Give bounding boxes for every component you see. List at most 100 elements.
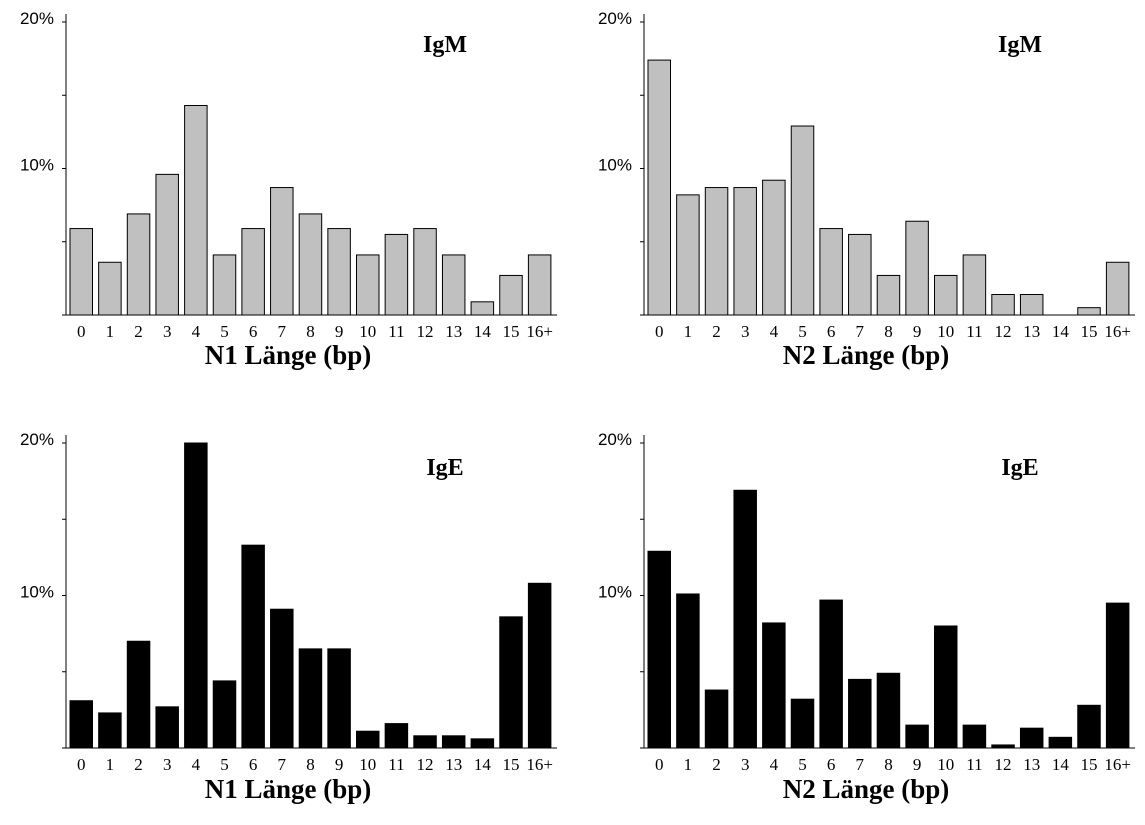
x-tick-label: 7	[278, 755, 287, 774]
x-tick-label: 8	[306, 755, 315, 774]
bar-13	[441, 735, 466, 749]
x-tick-label: 15	[1081, 322, 1098, 341]
x-tick-label: 15	[1081, 755, 1098, 774]
x-tick-label: 14	[1052, 755, 1070, 774]
bar-7	[848, 678, 872, 749]
bar-9	[905, 724, 929, 749]
y-tick-label: 20%	[598, 9, 632, 28]
bar-2	[126, 213, 151, 316]
bar-8	[298, 213, 323, 316]
x-tick-label: 10	[359, 322, 376, 341]
x-tick-label: 4	[770, 322, 779, 341]
x-tick-label: 6	[827, 322, 836, 341]
x-tick-label: 16+	[526, 322, 553, 341]
x-tick-label: 10	[937, 322, 954, 341]
x-axis-title: N1 Länge (bp)	[205, 774, 372, 804]
bar-9	[327, 228, 351, 316]
x-tick-label: 11	[966, 322, 982, 341]
x-tick-label: 9	[335, 755, 344, 774]
bar-12	[413, 228, 437, 316]
x-tick-label: 1	[684, 755, 693, 774]
bar-15	[499, 274, 523, 316]
bar-6	[241, 228, 265, 316]
x-tick-label: 8	[884, 755, 893, 774]
y-tick-label: 10%	[20, 156, 54, 175]
x-axis-title: N1 Länge (bp)	[205, 340, 372, 370]
bar-4	[762, 179, 786, 316]
x-tick-label: 14	[474, 755, 492, 774]
bar-10	[934, 274, 958, 316]
x-tick-label: 2	[712, 322, 721, 341]
bar-11	[384, 233, 409, 316]
x-tick-label: 2	[134, 755, 143, 774]
bar-11	[962, 254, 987, 316]
x-tick-label: 13	[445, 322, 462, 341]
x-tick-label: 10	[359, 755, 376, 774]
x-tick-label: 16+	[1104, 322, 1131, 341]
panel-label: IgM	[423, 32, 467, 58]
x-tick-label: 16+	[526, 755, 553, 774]
x-tick-label: 16+	[1104, 755, 1131, 774]
bar-7	[270, 608, 294, 749]
y-tick-label: 20%	[20, 430, 54, 449]
bar-12	[991, 744, 1015, 749]
x-tick-label: 3	[163, 755, 172, 774]
x-tick-label: 13	[445, 755, 462, 774]
bar-1	[676, 194, 700, 316]
x-tick-label: 14	[474, 322, 492, 341]
x-tick-label: 4	[192, 322, 201, 341]
bar-11	[384, 723, 409, 749]
x-tick-label: 4	[770, 755, 779, 774]
bar-3	[155, 706, 179, 749]
x-tick-label: 9	[913, 755, 922, 774]
bar-15	[499, 616, 523, 749]
bar-15	[1077, 704, 1101, 749]
bar-8	[876, 672, 901, 749]
bar-4	[184, 105, 208, 316]
x-tick-label: 12	[995, 322, 1012, 341]
bar-8	[876, 274, 901, 316]
bar-5	[790, 125, 815, 316]
x-tick-label: 10	[937, 755, 954, 774]
panel-label: IgE	[426, 455, 463, 481]
bar-3	[155, 173, 179, 316]
x-tick-label: 11	[388, 755, 404, 774]
bar-16+	[1105, 602, 1130, 749]
y-tick-label: 10%	[598, 156, 632, 175]
x-tick-label: 6	[249, 755, 258, 774]
bar-9	[327, 648, 351, 749]
x-tick-label: 5	[798, 322, 807, 341]
x-tick-label: 6	[827, 755, 836, 774]
x-tick-label: 7	[278, 322, 287, 341]
bar-16+	[527, 582, 552, 749]
bar-15	[1077, 307, 1101, 316]
x-tick-label: 13	[1023, 755, 1040, 774]
x-tick-label: 0	[77, 755, 86, 774]
x-tick-label: 3	[741, 755, 750, 774]
bar-6	[819, 599, 843, 749]
x-tick-label: 14	[1052, 322, 1070, 341]
x-tick-label: 0	[655, 322, 664, 341]
x-tick-label: 0	[655, 755, 664, 774]
x-tick-label: 9	[913, 322, 922, 341]
x-tick-label: 3	[163, 322, 172, 341]
y-tick-label: 20%	[20, 9, 54, 28]
x-tick-label: 1	[106, 322, 115, 341]
bar-6	[819, 228, 843, 316]
x-tick-label: 15	[503, 755, 520, 774]
bar-4	[184, 442, 208, 749]
panel-label: IgM	[998, 32, 1042, 58]
bar-0	[647, 59, 671, 316]
y-tick-label: 10%	[20, 583, 54, 602]
x-tick-label: 1	[106, 755, 115, 774]
x-tick-label: 1	[684, 322, 693, 341]
x-axis-title: N2 Länge (bp)	[783, 340, 950, 370]
x-tick-label: 12	[417, 755, 434, 774]
bar-5	[212, 254, 237, 316]
bar-10	[934, 625, 958, 749]
x-tick-label: 2	[134, 322, 143, 341]
